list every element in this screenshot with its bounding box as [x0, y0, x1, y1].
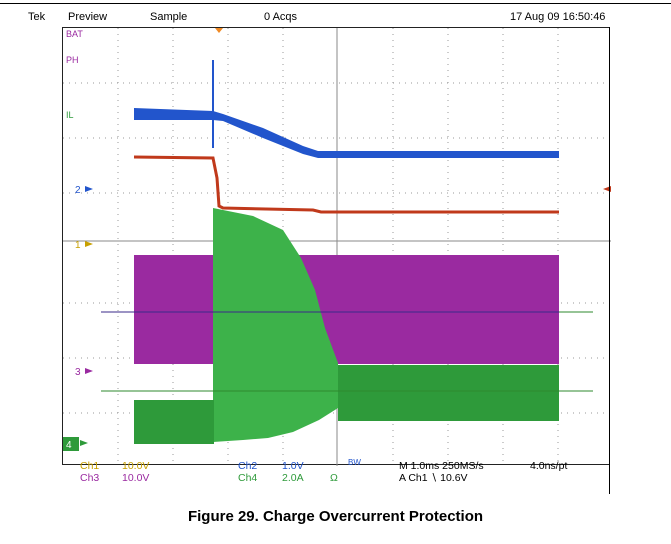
- ch2-marker-arrow: [85, 186, 93, 192]
- ch3-label: 3: [75, 367, 81, 378]
- ch3-waveform-band: [134, 255, 559, 364]
- right-border: [609, 27, 610, 494]
- ch2-footer-label: Ch2: [238, 460, 258, 472]
- trigger-readout: A Ch1 ∖ 10.6V: [399, 472, 468, 484]
- scope-header: Tek Preview Sample 0 Acqs 17 Aug 09 16:5…: [28, 11, 610, 27]
- channel-markers: [63, 186, 611, 451]
- acquisition-mode: Sample: [150, 11, 188, 23]
- ch4-marker-box: [63, 437, 79, 451]
- ch3-scale: 10.0V: [122, 472, 150, 484]
- ch4-footer-label: Ch4: [238, 472, 258, 484]
- ch3-marker-arrow: [85, 368, 93, 374]
- trigger-position-marker: [215, 28, 223, 33]
- bandwidth-indicator: BW: [348, 458, 361, 467]
- il-label: IL: [66, 110, 74, 120]
- ch4-scale: 2.0A: [282, 472, 304, 484]
- ch4-marker-arrow: [80, 440, 88, 446]
- ohm-indicator: Ω: [330, 472, 338, 484]
- ch2-scale: 1.0V: [282, 460, 304, 472]
- ch2-current-waveform: [134, 108, 559, 158]
- ch1-label: 1: [75, 240, 81, 251]
- il-waveform: [133, 155, 559, 214]
- ch4-label: 4: [66, 440, 72, 451]
- top-rule: [0, 3, 671, 4]
- scope-footer: Ch1 10.0V Ch3 10.0V Ch2 1.0V Ch4 2.0A Ω …: [62, 458, 610, 494]
- ph-label: PH: [66, 55, 79, 65]
- ch2-label: 2: [75, 185, 81, 196]
- record-resolution: 4.0ns/pt: [530, 460, 568, 472]
- timestamp: 17 Aug 09 16:50:46: [510, 11, 606, 23]
- waveform-area: BAT PH IL 2 1 3 4: [63, 28, 611, 466]
- ch1-marker-arrow: [85, 241, 93, 247]
- mode-label: Preview: [68, 11, 108, 23]
- ch4-settled-band: [338, 365, 559, 421]
- ch1-scale: 10.0V: [122, 460, 150, 472]
- ch4-initial-band: [134, 400, 214, 444]
- timebase-readout: M 1.0ms 250MS/s: [399, 460, 484, 472]
- ch3-footer-label: Ch3: [80, 472, 100, 484]
- ch4-burst-waveform: [213, 208, 338, 442]
- figure-caption: Figure 29. Charge Overcurrent Protection: [187, 508, 484, 525]
- ch1-footer-label: Ch1: [80, 460, 100, 472]
- scope-display: BAT PH IL 2 1 3 4: [62, 27, 611, 466]
- brand-label: Tek: [28, 11, 46, 23]
- bat-label: BAT: [66, 29, 83, 39]
- acquisition-count: 0 Acqs: [264, 11, 298, 23]
